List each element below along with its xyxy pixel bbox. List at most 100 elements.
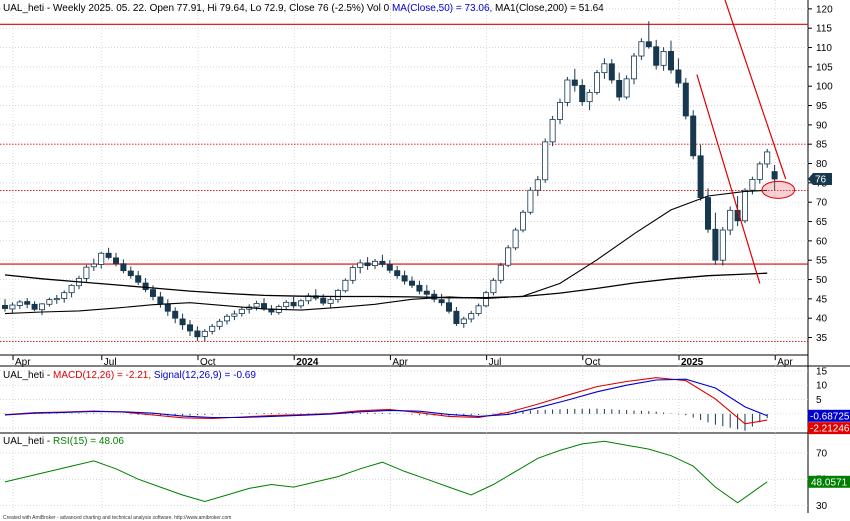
- candle-down: [164, 303, 171, 312]
- candle-down: [408, 280, 415, 286]
- candle-up: [327, 299, 334, 304]
- candle-down: [697, 155, 704, 198]
- candle-down: [712, 228, 719, 261]
- y-tick-label: 110: [816, 43, 832, 54]
- price-y-ticks: 3540455055606570758085909510010511011512…: [808, 4, 833, 344]
- candle-up: [46, 299, 53, 305]
- candle-up: [482, 292, 489, 307]
- candle-up: [90, 263, 97, 268]
- candle-down: [645, 41, 652, 48]
- candle-up: [371, 260, 378, 267]
- candle-down: [401, 275, 408, 282]
- candle-up: [334, 289, 341, 301]
- candle-up: [623, 78, 630, 98]
- candle-up: [349, 267, 356, 281]
- candle-up: [9, 304, 16, 310]
- signal-value-tag: [808, 409, 850, 422]
- macd-title: UAL_heti - MACD(12,26) = -2.21, Signal(1…: [3, 370, 256, 381]
- candle-down: [416, 284, 423, 292]
- y-tick-label: 35: [816, 333, 828, 344]
- macd-y-tick-label: 10: [816, 381, 828, 392]
- candle-up: [727, 209, 734, 231]
- y-tick-label: 55: [816, 256, 828, 267]
- candle-down: [113, 257, 120, 264]
- y-tick-label: 80: [816, 159, 828, 170]
- y-tick-label: 85: [816, 140, 828, 151]
- candle-up: [231, 313, 238, 317]
- candle-down: [172, 310, 179, 319]
- candle-down: [668, 51, 675, 71]
- candle-up: [61, 292, 68, 299]
- candle-down: [675, 69, 682, 84]
- rsi-y-tick-label: 70: [816, 449, 828, 460]
- rsi-value-tag: [808, 475, 850, 488]
- candle-down: [571, 79, 578, 86]
- rsi-line: [4, 440, 768, 504]
- channel-line: [696, 74, 761, 284]
- macd-value-tag: [808, 422, 850, 435]
- candle-down: [194, 330, 201, 338]
- candle-up: [534, 179, 541, 191]
- price-title: UAL_heti - Weekly 2025. 05. 22. Open 77.…: [3, 3, 604, 14]
- candle-up: [475, 305, 482, 314]
- candle-up: [216, 320, 223, 327]
- macd-y-tick-label: 15: [816, 366, 828, 377]
- macd-value-label: -2.21246: [810, 424, 850, 435]
- y-tick-label: 45: [816, 294, 828, 305]
- ma50-label: MA(Close,50) = 73.06,: [392, 3, 492, 14]
- candle-up: [549, 119, 556, 143]
- rsi-title-prefix: UAL_heti -: [3, 436, 53, 447]
- candle-up: [16, 301, 23, 306]
- ma200-label: MA1(Close,200) = 51.64: [492, 3, 604, 14]
- candle-down: [24, 301, 31, 305]
- candle-down: [705, 197, 712, 230]
- candle-up: [638, 41, 645, 57]
- candle-up: [98, 252, 105, 265]
- candle-down: [690, 115, 697, 157]
- x-tick-label: Oct: [200, 357, 216, 368]
- candle-down: [157, 296, 164, 304]
- candle-down: [579, 85, 586, 103]
- y-tick-label: 50: [816, 275, 828, 286]
- candle-up: [283, 301, 290, 308]
- candle-up: [253, 303, 260, 308]
- macd-line: [4, 377, 768, 425]
- candle-down: [394, 270, 401, 277]
- candle-down: [438, 299, 445, 304]
- candle-down: [379, 260, 386, 265]
- candle-up: [594, 72, 601, 93]
- candle-up: [512, 229, 519, 249]
- candle-up: [497, 264, 504, 281]
- candle-down: [2, 305, 8, 309]
- x-tick-label: 2025: [681, 357, 704, 368]
- candle-down: [771, 171, 778, 180]
- candle-up: [557, 102, 564, 120]
- x-tick-label: Oct: [585, 357, 601, 368]
- x-tick-label: Apr: [392, 357, 408, 368]
- candle-up: [631, 55, 638, 80]
- y-tick-label: 105: [816, 62, 833, 73]
- candle-up: [542, 141, 549, 181]
- candle-up: [223, 315, 230, 322]
- moving-averages: [4, 189, 768, 315]
- macd-label: MACD(12,26) = -2.21,: [53, 370, 151, 381]
- y-tick-label: 70: [816, 198, 828, 209]
- candle-down: [135, 275, 142, 283]
- y-tick-label: 95: [816, 101, 828, 112]
- candle-up: [460, 318, 467, 325]
- y-tick-label: 40: [816, 314, 828, 325]
- candle-up: [660, 51, 667, 66]
- candle-down: [386, 264, 393, 271]
- candle-up: [601, 63, 608, 74]
- candle-up: [764, 151, 771, 165]
- candle-up: [527, 189, 534, 213]
- y-tick-label: 90: [816, 120, 828, 131]
- horizontal-levels: [0, 23, 808, 342]
- candle-up: [742, 189, 749, 222]
- signal-line: [4, 378, 768, 419]
- candle-up: [39, 303, 46, 311]
- annotations: [696, 0, 796, 284]
- macd-y-tick-label: 5: [816, 395, 822, 406]
- y-tick-label: 120: [816, 4, 833, 15]
